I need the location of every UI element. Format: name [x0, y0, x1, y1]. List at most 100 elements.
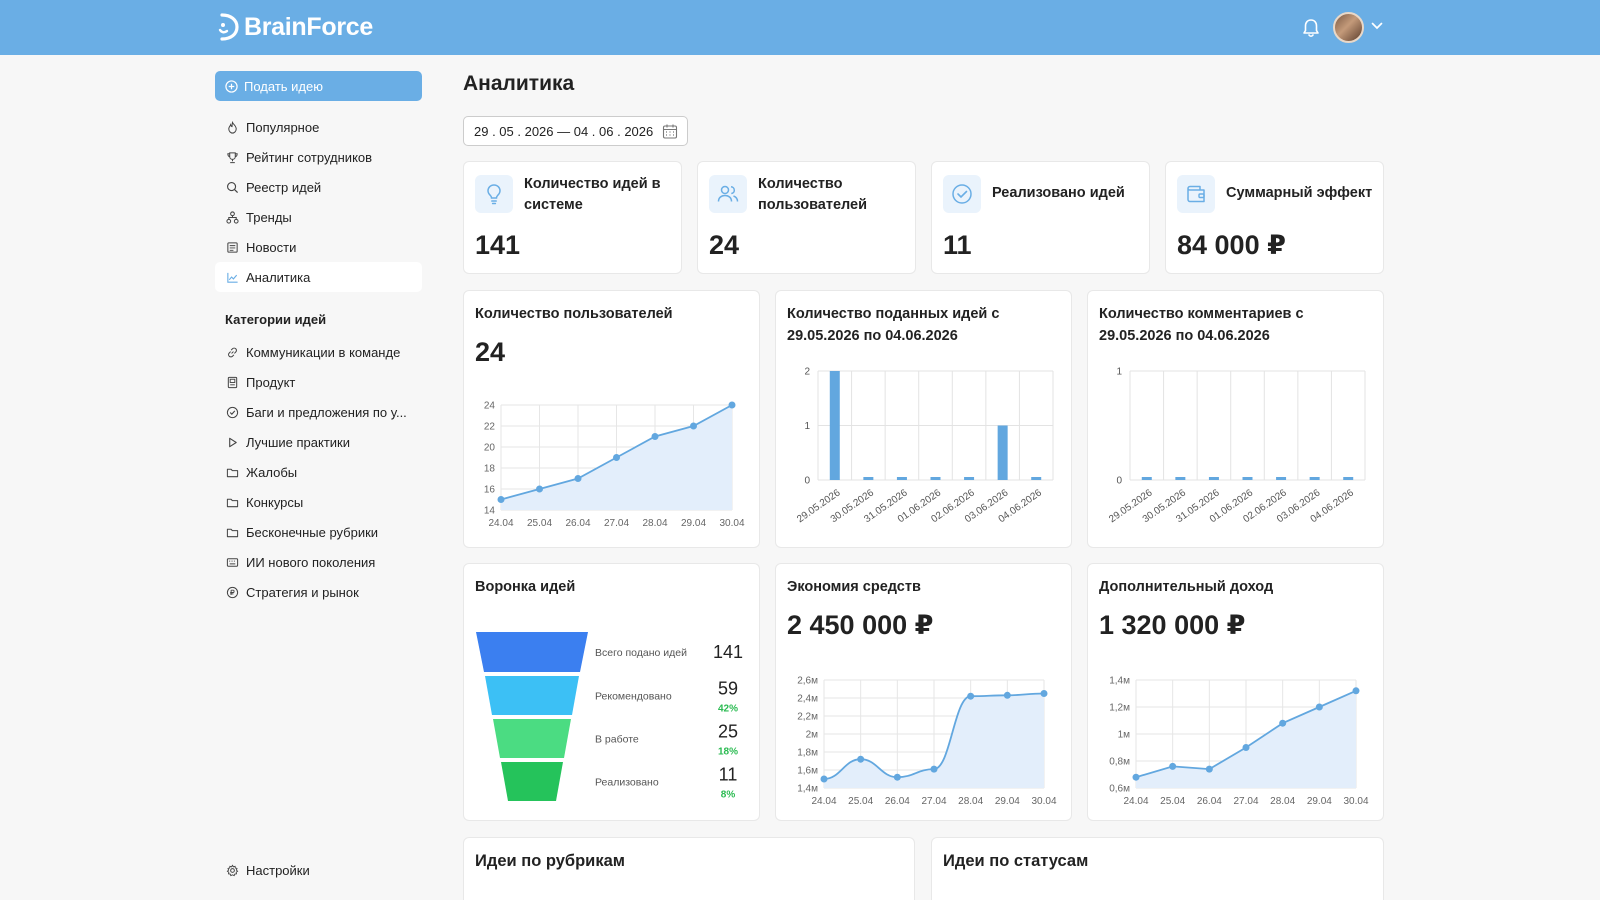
ideas-funnel-chart: Всего подано идей 141 Рекомендовано 59 42% В …: [476, 632, 743, 801]
category-label: Лучшие практики: [246, 434, 350, 450]
date-range-picker[interactable]: 29 . 05 . 2026 — 04 . 06 . 2026: [463, 116, 688, 146]
y-tick-label: 2,4м: [797, 694, 818, 705]
y-tick-label: 24: [484, 401, 496, 412]
settings-label: Настройки: [246, 862, 310, 878]
y-tick-label: 1,8м: [797, 748, 818, 759]
flame-icon: [227, 120, 237, 134]
category-label: Баги и предложения по у...: [246, 404, 407, 420]
chart-value: 1 320 000 ₽: [1099, 610, 1246, 640]
data-point: [1242, 744, 1250, 751]
funnel-segment: [485, 676, 579, 715]
bar: [863, 477, 874, 480]
category-item-best-practices[interactable]: Лучшие практики: [215, 427, 422, 457]
kpi-value: 24: [709, 230, 740, 260]
avatar[interactable]: [1333, 12, 1364, 43]
sidebar-item-label: Новости: [246, 239, 297, 255]
card-ideas-by-category: Идеи по рубрикам: [463, 837, 915, 900]
sidebar-item-rating[interactable]: Рейтинг сотрудников: [215, 142, 422, 172]
y-tick-label: 2,2м: [797, 712, 818, 723]
funnel-stage-value: 11: [719, 765, 738, 785]
kpi-card-users: Количество пользователей 24: [697, 161, 916, 274]
kpi-title: Количество идей в системе: [524, 176, 661, 213]
comments-bar-chart: 0129.05.202630.05.202631.05.202601.06.20…: [1107, 367, 1366, 525]
date-range-value: 29 . 05 . 2026 — 04 . 06 . 2026: [474, 123, 654, 139]
brand-name: BrainForce: [244, 12, 373, 41]
sidebar-item-registry[interactable]: Реестр идей: [215, 172, 422, 202]
data-point: [820, 775, 828, 783]
x-tick-label: 29.04: [995, 796, 1020, 807]
category-item-endless-rubrics[interactable]: Бесконечные рубрики: [215, 517, 422, 547]
funnel-segment: [476, 632, 588, 672]
sidebar-item-popular[interactable]: Популярное: [215, 112, 422, 142]
category-label: Бесконечные рубрики: [246, 524, 379, 540]
kpi-title: Реализовано идей: [992, 185, 1125, 201]
x-tick-label: 26.04: [565, 518, 590, 529]
funnel-segment: [501, 762, 563, 801]
category-label: Коммуникации в команде: [246, 344, 401, 360]
bar: [1309, 477, 1320, 480]
data-point: [651, 433, 659, 440]
brand-logo[interactable]: BrainForce: [214, 12, 373, 42]
x-tick-label: 28.04: [958, 796, 983, 807]
bell-icon[interactable]: [1302, 18, 1320, 38]
funnel-stage-percent: 42%: [718, 704, 738, 715]
sidebar-item-label: Реестр идей: [246, 179, 322, 195]
data-point: [613, 454, 620, 461]
chevron-down-icon[interactable]: [1371, 22, 1383, 30]
funnel-stage-label: Реализовано: [595, 777, 659, 789]
data-point: [1352, 687, 1360, 695]
chart-title: Дополнительный доход: [1099, 579, 1274, 595]
data-point: [574, 475, 582, 482]
x-tick-label: 29.04: [681, 518, 706, 529]
funnel-segment: [493, 719, 571, 758]
data-point: [967, 692, 975, 700]
newspaper-icon: [226, 241, 238, 253]
sidebar-item-label: Аналитика: [246, 269, 311, 285]
sidebar-item-settings[interactable]: Настройки: [215, 855, 422, 885]
y-tick-label: 14: [484, 506, 496, 517]
kpi-card-implemented: Реализовано идей 11: [931, 161, 1150, 274]
sidebar-item-news[interactable]: Новости: [215, 232, 422, 262]
sidebar-item-trends[interactable]: Тренды: [215, 202, 422, 232]
chart-value: 24: [475, 337, 506, 367]
x-tick-label: 30.04: [719, 518, 744, 529]
data-point: [1279, 719, 1287, 727]
funnel-card: Воронка идей Всего подано идей 141 Рекомен…: [463, 563, 760, 821]
category-label: Конкурсы: [246, 494, 304, 510]
y-tick-label: 16: [484, 485, 496, 496]
category-item-team-communication[interactable]: Коммуникации в команде: [215, 337, 422, 367]
x-tick-label: 29.04: [1307, 796, 1332, 807]
settings-nav: Настройки: [215, 855, 422, 885]
x-tick-label: 26.04: [885, 796, 910, 807]
y-tick-label: 18: [484, 464, 496, 475]
category-item-product[interactable]: Продукт: [215, 367, 422, 397]
category-item-contests[interactable]: Конкурсы: [215, 487, 422, 517]
category-item-strategy[interactable]: Стратегия и рынок: [215, 577, 422, 607]
data-point: [690, 422, 697, 430]
chart-card-users: Количество пользователей 24 14 16 18 20 22 24…: [463, 290, 760, 548]
bar: [1175, 477, 1186, 480]
plus-circle-icon: [225, 79, 238, 93]
chart-value: 2 450 000 ₽: [787, 610, 934, 640]
gear-icon: [226, 864, 238, 876]
calendar-icon[interactable]: [662, 123, 678, 140]
bar: [1343, 477, 1354, 480]
chart-card-ideas: Количество поданных идей с 29.05.2026 по…: [775, 290, 1072, 548]
category-item-bugs[interactable]: Баги и предложения по у...: [215, 397, 422, 427]
savings-area-chart: 1,4м 1,6м 1,8м 2м 2,2м 2,4м 2,6м 24.04 25.04 26.0…: [797, 676, 1057, 808]
link-icon: [227, 347, 237, 357]
x-tick-label: 28.04: [642, 518, 667, 529]
bar: [1276, 477, 1287, 480]
folder-icon: [226, 498, 238, 507]
category-item-complaints[interactable]: Жалобы: [215, 457, 422, 487]
chart-icon: [226, 272, 238, 283]
submit-idea-button[interactable]: Подать идею: [215, 71, 422, 101]
chart-title: Количество комментариев с 29.05.2026 по …: [1099, 306, 1304, 344]
y-tick-label: 0: [804, 476, 810, 487]
x-tick-label: 25.04: [848, 796, 873, 807]
sidebar-item-analytics[interactable]: Аналитика: [215, 262, 422, 292]
y-tick-label: 1м: [1118, 730, 1131, 741]
category-item-ai[interactable]: ИИ нового поколения: [215, 547, 422, 577]
search-icon: [226, 181, 238, 193]
sidebar-item-label: Тренды: [246, 209, 292, 225]
